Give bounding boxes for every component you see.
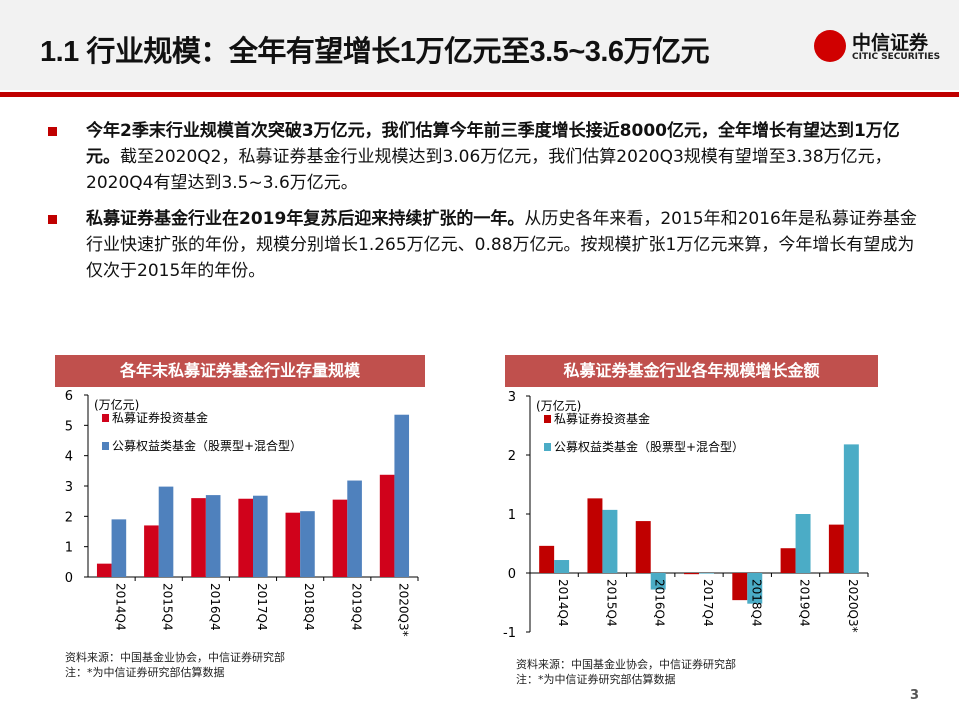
chart2-title: 私募证券基金行业各年规模增长金额 xyxy=(505,355,878,387)
bar-private-2020Q3* xyxy=(379,474,395,577)
y-tick-label: 3 xyxy=(65,480,73,495)
page-title: 1.1 行业规模：全年有望增长1万亿元至3.5~3.6万亿元 xyxy=(40,36,710,68)
bar-public-2019Q4 xyxy=(347,480,362,577)
y-axis-label: (万亿元) xyxy=(94,397,139,412)
bar-private-2015Q4 xyxy=(144,525,159,577)
y-axis-label: (万亿元) xyxy=(536,398,581,413)
bar-public-2019Q4 xyxy=(795,514,811,573)
bar-public-2014Q4 xyxy=(554,560,570,573)
bar-public-2017Q4 xyxy=(253,495,268,577)
legend-label: 私募证券投资基金 xyxy=(112,410,208,425)
bar-public-2015Q4 xyxy=(602,509,618,573)
x-tick-label: 2018Q4 xyxy=(302,583,316,631)
y-tick-label: 0 xyxy=(65,571,73,586)
bar-private-2014Q4 xyxy=(539,545,555,573)
logo-en: CITIC SECURITIES xyxy=(852,52,941,62)
bar-private-2017Q4 xyxy=(684,573,699,575)
citic-logo-icon xyxy=(814,30,846,62)
y-tick-label: 4 xyxy=(65,450,73,465)
bullet-bold: 今年2季末行业规模首次突破3万亿元，我们估算今年前三季度增长接近8000亿元，全… xyxy=(86,121,900,167)
legend-label: 公募权益类基金（股票型+混合型） xyxy=(554,439,744,454)
bar-private-2016Q4 xyxy=(191,498,206,577)
bar-private-2017Q4 xyxy=(238,498,253,577)
y-tick-label: -1 xyxy=(503,626,516,641)
y-tick-label: 3 xyxy=(508,390,516,405)
y-tick-label: 6 xyxy=(65,389,73,404)
bullet-list: 今年2季末行业规模首次突破3万亿元，我们估算今年前三季度增长接近8000亿元，全… xyxy=(48,118,928,294)
legend-label: 公募权益类基金（股票型+混合型） xyxy=(112,438,302,453)
bullet-text: 从历史各年来看，2015年和2016年是私募证券基金行业快速扩张的年份，规模分别… xyxy=(86,209,917,281)
legend-swatch xyxy=(102,442,109,450)
y-tick-label: 1 xyxy=(508,508,516,523)
divider xyxy=(0,92,959,97)
bullet-1: 今年2季末行业规模首次突破3万亿元，我们估算今年前三季度增长接近8000亿元，全… xyxy=(48,118,928,196)
bar-public-2014Q4 xyxy=(111,519,127,577)
bar-public-2020Q3* xyxy=(843,444,859,573)
x-tick-label: 2019Q4 xyxy=(798,579,812,627)
y-tick-label: 2 xyxy=(508,449,516,464)
x-tick-label: 2014Q4 xyxy=(114,583,128,631)
x-tick-label: 2017Q4 xyxy=(255,583,269,631)
x-tick-label: 2016Q4 xyxy=(653,579,667,627)
chart1-source: 资料来源：中国基金业协会，中信证券研究部 注：*为中信证券研究部估算数据 xyxy=(65,651,285,679)
bar-private-2014Q4 xyxy=(96,563,112,577)
x-tick-label: 2019Q4 xyxy=(349,583,363,631)
bar-private-2019Q4 xyxy=(332,499,348,577)
bullet-icon xyxy=(48,215,57,224)
bar-private-2020Q3* xyxy=(828,524,844,573)
bar-private-2018Q4 xyxy=(285,512,301,577)
x-tick-label: 2014Q4 xyxy=(556,579,570,627)
bullet-bold: 私募证券基金行业在2019年复苏后迎来持续扩张的一年。 xyxy=(86,209,525,229)
y-tick-label: 5 xyxy=(65,419,73,434)
bar-public-2015Q4 xyxy=(158,486,174,577)
x-tick-label: 2015Q4 xyxy=(604,579,618,627)
header xyxy=(0,0,959,90)
legend-swatch xyxy=(544,415,551,423)
legend-swatch xyxy=(544,443,551,451)
bullet-icon xyxy=(48,127,57,136)
bar-public-2020Q3* xyxy=(394,414,410,577)
chart2-source: 资料来源：中国基金业协会，中信证券研究部 注：*为中信证券研究部估算数据 xyxy=(516,658,736,686)
legend-label: 私募证券投资基金 xyxy=(554,411,650,426)
bar-public-2017Q4 xyxy=(699,573,714,574)
y-tick-label: 0 xyxy=(508,567,516,582)
x-tick-label: 2015Q4 xyxy=(161,583,175,631)
legend-swatch xyxy=(102,414,109,422)
bar-private-2019Q4 xyxy=(780,548,796,573)
x-tick-label: 2020Q3* xyxy=(396,583,410,637)
x-tick-label: 2018Q4 xyxy=(749,579,763,627)
bullet-text: 截至2020Q2，私募证券基金行业规模达到3.06万亿元，我们估算2020Q3规… xyxy=(86,147,892,193)
y-tick-label: 2 xyxy=(65,510,73,525)
logo: 中信证券 CITIC SECURITIES xyxy=(814,26,954,70)
x-tick-label: 2016Q4 xyxy=(208,583,222,631)
page-number: 3 xyxy=(909,688,919,703)
x-tick-label: 2017Q4 xyxy=(701,579,715,627)
bar-public-2016Q4 xyxy=(650,573,666,590)
bar-public-2016Q4 xyxy=(205,495,221,577)
logo-cn: 中信证券 xyxy=(852,32,929,54)
bar-private-2018Q4 xyxy=(732,573,748,601)
y-tick-label: 1 xyxy=(65,541,73,556)
bar-public-2018Q4 xyxy=(300,511,315,577)
bar-private-2015Q4 xyxy=(587,498,603,573)
chart1-title: 各年末私募证券基金行业存量规模 xyxy=(55,355,425,387)
bar-private-2016Q4 xyxy=(635,521,651,573)
bullet-2: 私募证券基金行业在2019年复苏后迎来持续扩张的一年。从历史各年来看，2015年… xyxy=(48,206,928,284)
x-tick-label: 2020Q3* xyxy=(846,579,860,633)
bar-public-2018Q4 xyxy=(747,573,763,604)
